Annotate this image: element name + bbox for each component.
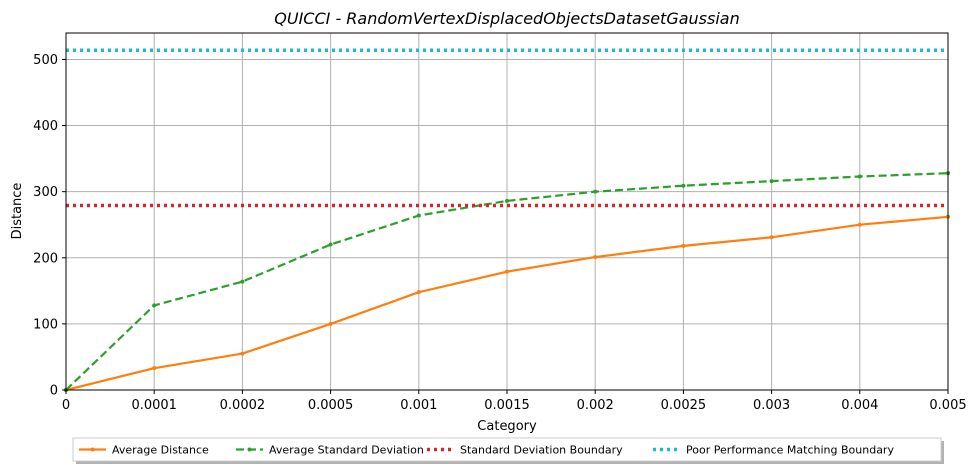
y-axis-label: Distance <box>10 183 25 240</box>
legend-marker-0 <box>90 447 95 452</box>
legend-items: Average Distance Average Standard Deviati… <box>79 444 894 457</box>
y-tick-label: 200 <box>33 251 58 266</box>
chart-title: QUICCI - RandomVertexDisplacedObjectsDat… <box>274 9 739 28</box>
series-point-1 <box>505 198 509 203</box>
legend-label-0: Average Distance <box>112 444 209 457</box>
legend-label-1: Average Standard Deviation <box>269 444 424 457</box>
series-point-0 <box>857 222 862 227</box>
series-line-1 <box>65 172 949 391</box>
legend-marker-1 <box>247 447 252 452</box>
y-ticks: 0 100 200 300 400 500 <box>33 53 66 399</box>
series-point-0 <box>328 321 333 326</box>
x-tick-label: 0.0005 <box>308 398 354 413</box>
series-point-1 <box>593 189 598 194</box>
y-tick-label: 0 <box>50 384 58 399</box>
series-point-0 <box>416 290 421 295</box>
x-ticks: 0 0.0001 0.0002 0.0005 0.001 0.0015 0.002 0.002… <box>62 390 967 413</box>
series-point-0 <box>152 366 157 371</box>
x-tick-label: 0.002 <box>577 398 614 413</box>
legend-label-2: Standard Deviation Boundary <box>460 444 623 457</box>
series-point-1 <box>857 174 862 179</box>
x-tick-label: 0 <box>62 398 70 413</box>
y-tick-label: 400 <box>33 119 58 134</box>
y-tick-label: 500 <box>33 53 58 68</box>
series-layer <box>64 48 950 392</box>
x-tick-label: 0.0015 <box>484 398 530 413</box>
series-point-1 <box>769 179 774 184</box>
series-point-1 <box>681 183 686 188</box>
series-point-1 <box>328 242 333 247</box>
x-tick-label: 0.003 <box>753 398 790 413</box>
series-point-0 <box>505 269 509 274</box>
series-point-1 <box>240 279 245 284</box>
x-tick-label: 0.0025 <box>661 398 707 413</box>
series-point-1 <box>152 303 157 308</box>
y-tick-label: 100 <box>33 317 58 332</box>
x-axis-label: Category <box>477 419 537 434</box>
legend: Average Distance Average Standard Deviati… <box>72 437 944 464</box>
series-point-0 <box>681 243 686 248</box>
series-point-0 <box>769 235 774 240</box>
series-point-1 <box>416 213 421 218</box>
x-tick-label: 0.001 <box>400 398 437 413</box>
series-point-0 <box>240 351 245 356</box>
legend-box <box>72 437 942 462</box>
x-tick-label: 0.0001 <box>131 398 177 413</box>
legend-label-3: Poor Performance Matching Boundary <box>686 444 894 457</box>
x-tick-label: 0.005 <box>929 398 966 413</box>
x-tick-label: 0.004 <box>841 398 878 413</box>
y-tick-label: 300 <box>33 185 58 200</box>
series-point-0 <box>593 255 598 260</box>
x-tick-label: 0.0002 <box>220 398 266 413</box>
